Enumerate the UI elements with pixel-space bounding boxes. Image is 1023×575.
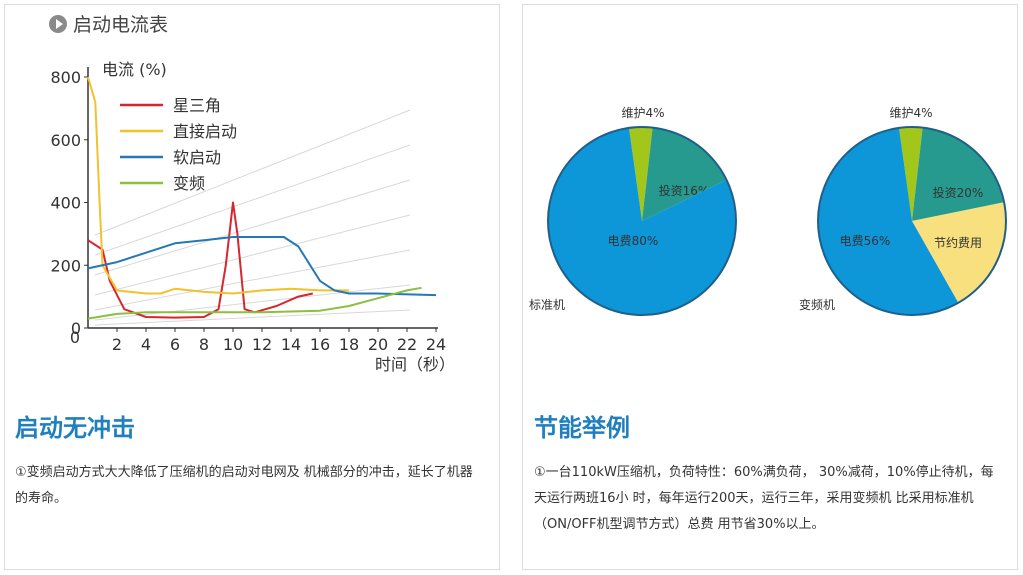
- grid-line: [94, 249, 411, 311]
- series-line-2: [87, 76, 349, 295]
- pie-2-caption: 变频机: [799, 297, 835, 312]
- pie-1-slice-2: [642, 127, 727, 221]
- legend-label-4: 变频: [173, 174, 205, 193]
- x-axis-label: 时间（秒）: [375, 355, 455, 374]
- y-tick-label: 400: [50, 194, 81, 213]
- pie-2-outline: [817, 126, 1007, 316]
- y-tick-label: 200: [50, 256, 81, 275]
- x-tick-label: 8: [199, 335, 209, 354]
- description-no-impact: ①变频启动方式大大降低了压缩机的启动对电网及 机械部分的冲击，延长了机器的寿命。: [15, 465, 473, 506]
- pie-1-label-3: 电费80%: [608, 234, 659, 248]
- chart-heading: 启动电流表: [49, 10, 168, 37]
- grid-line: [94, 214, 411, 296]
- pie-2-label-1: 维护4%: [889, 106, 932, 120]
- section-title-no-impact: 启动无冲击: [15, 414, 135, 442]
- pie-2-label-2: 投资20%: [933, 185, 984, 200]
- x-tick-label: 22: [397, 335, 417, 354]
- grid-line: [94, 144, 411, 256]
- legend-label-3: 软启动: [173, 148, 221, 167]
- y-axis-label: 电流 (%): [102, 60, 167, 79]
- grid-line: [94, 284, 411, 321]
- y-tick-label: 0: [71, 319, 81, 338]
- y-tick-label: 800: [50, 68, 81, 87]
- pie-2-slice-2: [912, 127, 1005, 221]
- legend-label-2: 直接启动: [173, 122, 237, 141]
- x-tick-label: 4: [141, 335, 151, 354]
- x-tick-label: 14: [281, 335, 301, 354]
- grid-line: [94, 179, 411, 276]
- description-energy-saving: ①一台110kW压缩机，负荷特性：60%满负荷， 30%减荷，10%停止待机，每…: [534, 465, 994, 532]
- pie-2-slice-3: [912, 202, 1006, 303]
- x-tick-label: 2: [112, 335, 122, 354]
- cost-pie-charts: 维护4% 投资16% 电费80% 标准机 维护4% 投资20% 节约费用 电费56% 变频机: [529, 106, 1007, 316]
- energy-saving-card: 维护4% 投资16% 电费80% 标准机 维护4% 投资20% 节约费用 电费56% 变频机 节…: [522, 4, 1018, 570]
- section-title-energy-saving: 节能举例: [534, 414, 630, 442]
- x-tick-label: 16: [310, 335, 330, 354]
- pie-2-slice-1: [899, 126, 923, 221]
- y-tick-label: 600: [50, 131, 81, 150]
- series-line-1: [87, 201, 314, 319]
- play-circle-icon: [49, 14, 67, 33]
- x-tick-label: 0: [70, 328, 80, 347]
- x-tick-label: 24: [426, 335, 446, 354]
- pie-2-label-4: 电费56%: [840, 234, 891, 248]
- pie-1-label-1: 维护4%: [621, 106, 664, 120]
- x-tick-label: 10: [223, 335, 243, 354]
- grid-line: [94, 109, 411, 236]
- pie-1-slice-3: [547, 127, 736, 316]
- pie-1-label-2: 投资16%: [659, 183, 710, 198]
- x-tick-label: 20: [368, 335, 388, 354]
- pie-1-outline: [547, 126, 737, 316]
- series-line-4: [87, 286, 422, 320]
- pie-2-slice-4: [817, 127, 959, 315]
- grid-line: [94, 309, 411, 326]
- chart-heading-text: 启动电流表: [73, 14, 169, 36]
- start-current-card: 启动电流表 0 200 400 600 800 0 2 4 6 8 10 12 14 16 18 20 22 24…: [4, 4, 500, 570]
- x-tick-label: 18: [339, 335, 359, 354]
- legend-label-1: 星三角: [173, 96, 221, 115]
- series-line-3: [87, 236, 437, 297]
- pie-1-caption: 标准机: [529, 298, 565, 312]
- pie-1-slice-1: [629, 126, 653, 221]
- x-tick-label: 12: [252, 335, 272, 354]
- x-tick-label: 6: [170, 335, 180, 354]
- pie-2-label-3: 节约费用: [934, 235, 982, 250]
